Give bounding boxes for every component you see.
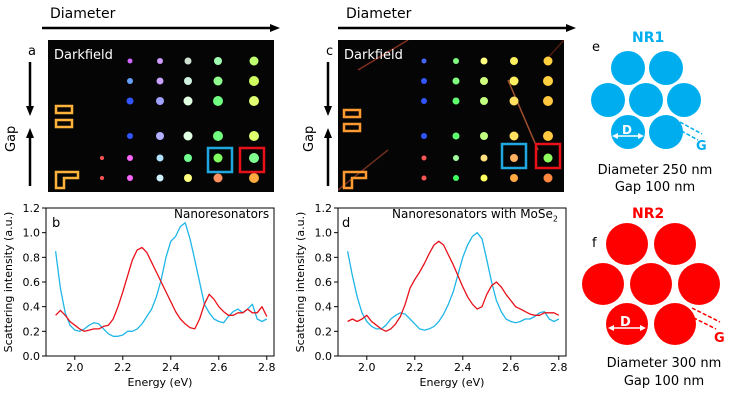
x-tick-label: 2.0	[358, 361, 376, 374]
nr2-disk	[630, 263, 672, 305]
y-axis-label: Scattering intensity (a.u.)	[2, 212, 15, 353]
x-tick-label: 2.0	[66, 361, 84, 374]
annotation-d: Nanoresonators with MoSe2	[392, 207, 558, 223]
darkfield-label-c: Darkfield	[344, 48, 403, 63]
nr1-disk	[591, 83, 625, 117]
nr2-disk	[582, 263, 624, 305]
nr1-disk	[649, 115, 683, 149]
panel-letter-b: b	[52, 216, 61, 231]
gap-arrows-a	[26, 62, 34, 186]
diameter-arrow-c	[338, 24, 576, 32]
nr2-disk	[654, 303, 696, 345]
panel-letter-d: d	[342, 216, 351, 231]
diameter-axis-label-c: Diameter	[346, 6, 412, 22]
y-tick-label: 0.8	[315, 251, 333, 264]
y-tick-label: 1.0	[315, 227, 333, 240]
x-tick-label: 2.4	[162, 361, 180, 374]
darkfield-image-c: Darkfield	[337, 39, 565, 192]
nr1-d-label: D	[622, 123, 632, 137]
series-line-nr2	[55, 246, 268, 332]
y-tick-label: 0.4	[315, 301, 333, 314]
nr1-schematic: D G	[591, 51, 707, 154]
nr1-disk	[649, 51, 683, 85]
panel-letter-c: c	[326, 44, 334, 59]
nr1-title: NR1	[632, 30, 665, 46]
nr1-caption-diameter: Diameter 250 nm	[597, 163, 713, 178]
x-tick-label: 2.6	[210, 361, 228, 374]
nr2-d-label: D	[620, 315, 631, 330]
nr1-disk	[629, 83, 663, 117]
nr2-disk	[606, 303, 648, 345]
nr1-disk	[667, 83, 701, 117]
x-axis-label: Energy (eV)	[420, 376, 485, 389]
annotation-d-main: Nanoresonators with MoSe	[392, 207, 553, 221]
x-tick-label: 2.8	[258, 361, 276, 374]
darkfield-label-a: Darkfield	[54, 48, 113, 63]
nr2-g-label: G	[714, 331, 725, 346]
panel-letter-f: f	[592, 236, 597, 251]
nr1-disk	[611, 115, 645, 149]
diameter-arrow-a	[42, 24, 280, 32]
darkfield-dots-a	[54, 56, 266, 190]
y-tick-label: 0.4	[23, 301, 41, 314]
x-axis-label: Energy (eV)	[128, 376, 193, 389]
spectrum-chart-b: 2.0 2.2 2.4 2.6 2.8 0.0 0.2 0.4 0.6 0.8 1.0 1.2 Ener…	[2, 202, 276, 389]
x-tick-label: 2.6	[502, 361, 520, 374]
x-tick-label: 2.2	[406, 361, 424, 374]
nr2-disk	[606, 223, 648, 265]
nr2-title: NR2	[632, 206, 665, 222]
gap-axis-label-a: Gap	[4, 125, 19, 152]
y-tick-label: 0.2	[315, 325, 333, 338]
y-tick-label: 0.2	[23, 325, 41, 338]
spectrum-chart-d: 2.0 2.2 2.4 2.6 2.8 0.0 0.2 0.4 0.6 0.8 1.0 1.2 Ener…	[294, 202, 568, 389]
y-tick-label: 0.6	[23, 276, 41, 289]
plot-frame	[337, 207, 567, 357]
series-line-nr2	[347, 240, 560, 332]
y-axis-label: Scattering intensity (a.u.)	[294, 212, 307, 353]
y-tick-label: 1.2	[23, 202, 41, 215]
diameter-axis-label-a: Diameter	[50, 6, 116, 22]
annotation-d-subscript: 2	[552, 214, 558, 224]
nr1-g-label: G	[696, 139, 707, 154]
y-tick-label: 0.6	[315, 276, 333, 289]
darkfield-dots-c	[337, 39, 565, 191]
nr1-gap-line	[675, 127, 699, 141]
y-tick-label: 1.2	[315, 202, 333, 215]
series-line-nr1	[54, 222, 268, 337]
nr2-gap-line	[687, 314, 717, 330]
y-tick-label: 0.8	[23, 251, 41, 264]
nr2-disk	[654, 223, 696, 265]
panel-letter-a: a	[28, 44, 36, 59]
x-tick-label: 2.4	[454, 361, 472, 374]
gap-axis-label-c: Gap	[302, 125, 317, 152]
y-tick-label: 1.0	[23, 227, 41, 240]
x-tick-label: 2.8	[550, 361, 568, 374]
nr2-schematic: D G	[582, 223, 725, 346]
y-tick-label: 0.0	[23, 350, 41, 363]
nr2-gap-line	[691, 307, 721, 323]
panel-letter-e: e	[592, 40, 600, 55]
nr1-gap-line	[679, 121, 703, 135]
darkfield-image-a: Darkfield	[48, 40, 274, 192]
nr2-disk	[678, 263, 720, 305]
nr2-caption-diameter: Diameter 300 nm	[606, 356, 722, 371]
x-tick-label: 2.2	[114, 361, 132, 374]
y-tick-label: 0.0	[315, 350, 333, 363]
gap-arrows-c	[324, 62, 332, 186]
annotation-b: Nanoresonators	[174, 207, 270, 221]
series-line-nr1	[346, 232, 560, 331]
nr1-caption-gap: Gap 100 nm	[614, 180, 696, 195]
nr1-disk	[611, 51, 645, 85]
nr2-caption-gap: Gap 100 nm	[623, 374, 705, 389]
